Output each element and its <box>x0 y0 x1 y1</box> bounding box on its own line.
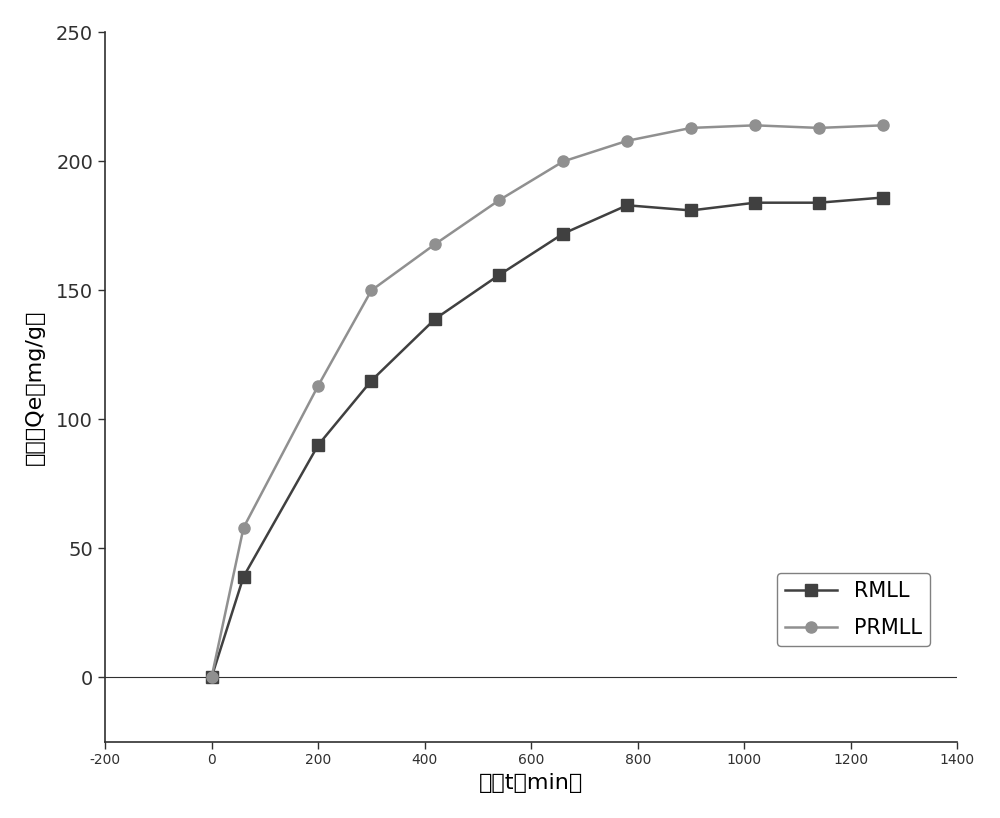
RMLL <box>749 198 761 208</box>
X-axis label: 时间t（min）: 时间t（min） <box>479 773 583 793</box>
Line: PRMLL: PRMLL <box>206 119 888 683</box>
PRMLL <box>685 123 697 133</box>
RMLL <box>493 270 505 280</box>
RMLL <box>206 672 218 682</box>
RMLL <box>877 192 889 202</box>
RMLL <box>365 375 377 385</box>
PRMLL <box>877 120 889 130</box>
Legend: RMLL, PRMLL: RMLL, PRMLL <box>777 573 930 646</box>
PRMLL <box>206 672 218 682</box>
PRMLL <box>312 381 324 391</box>
PRMLL <box>238 523 250 533</box>
Y-axis label: 吸附量Qe（mg/g）: 吸附量Qe（mg/g） <box>25 309 45 465</box>
PRMLL <box>365 285 377 295</box>
PRMLL <box>621 136 633 146</box>
RMLL <box>238 572 250 582</box>
PRMLL <box>557 156 569 166</box>
RMLL <box>312 440 324 450</box>
RMLL <box>813 198 825 208</box>
RMLL <box>557 229 569 239</box>
RMLL <box>621 200 633 210</box>
PRMLL <box>813 123 825 133</box>
PRMLL <box>429 239 441 249</box>
Line: RMLL: RMLL <box>206 192 888 683</box>
PRMLL <box>749 120 761 130</box>
RMLL <box>429 314 441 324</box>
PRMLL <box>493 196 505 205</box>
RMLL <box>685 205 697 215</box>
